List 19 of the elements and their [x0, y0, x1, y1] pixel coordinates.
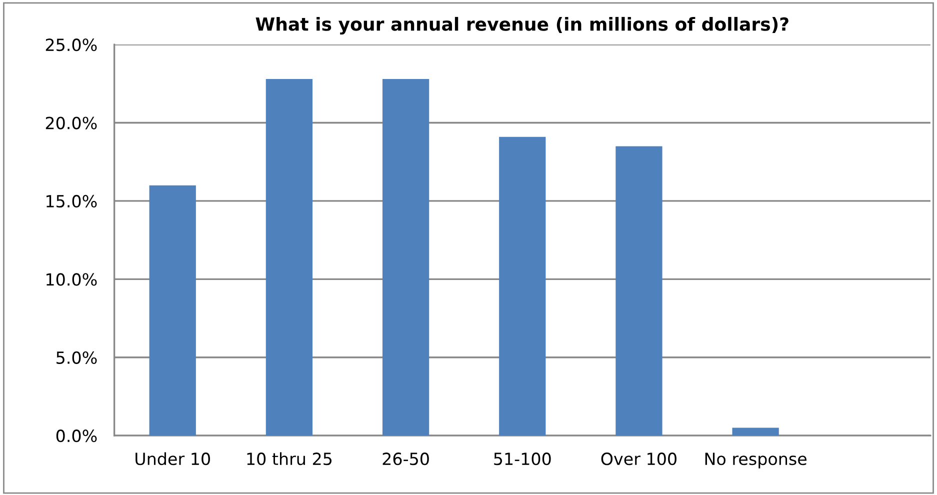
bar: [266, 78, 313, 436]
y-tick-label: 15.0%: [46, 194, 97, 208]
bar: [149, 185, 196, 436]
x-tick-label: 51-100: [494, 452, 551, 466]
x-tick-label: No response: [705, 452, 806, 468]
x-tick-label: Under 10: [136, 452, 210, 466]
x-tick-label: 10 thru 25: [247, 452, 332, 466]
y-tick-label: 5.0%: [56, 351, 97, 364]
bar: [382, 78, 430, 436]
y-tick-label: 25.0%: [46, 38, 97, 52]
bar: [499, 136, 546, 436]
bar: [616, 146, 662, 436]
y-tick-label: 10.0%: [46, 273, 97, 286]
x-tick-label: 26-50: [382, 452, 429, 466]
y-tick-label: 0.0%: [56, 430, 97, 442]
chart-title: What is your annual revenue (in millions of dollars)?: [256, 16, 788, 35]
bar: [732, 428, 779, 436]
y-tick-label: 20.0%: [46, 116, 97, 130]
x-tick-label: Over 100: [601, 452, 676, 466]
